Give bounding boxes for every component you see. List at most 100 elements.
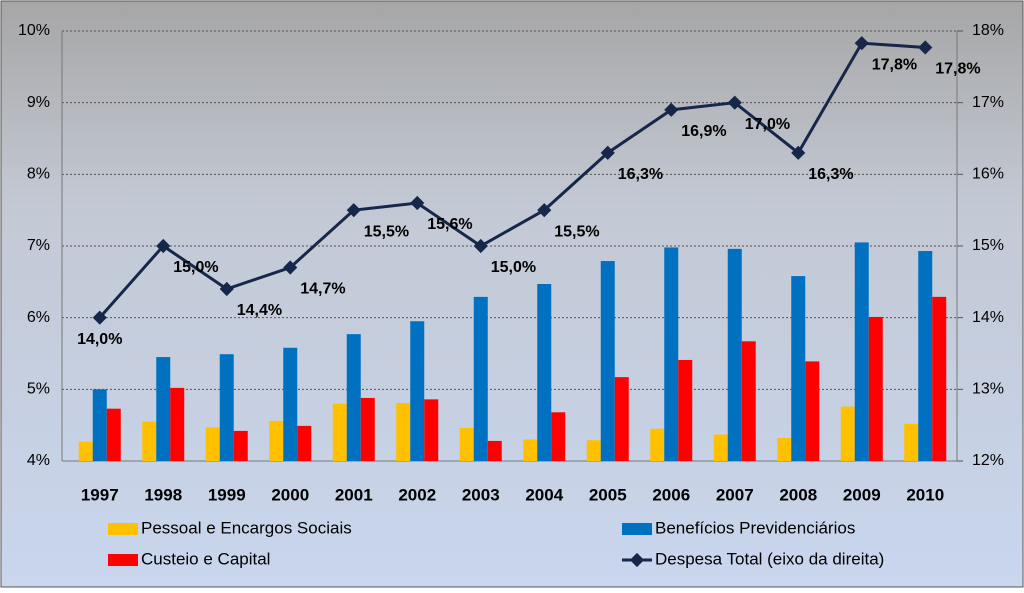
data-label: 16,9% xyxy=(681,123,726,140)
marker xyxy=(92,310,107,325)
bar xyxy=(537,283,552,461)
marker xyxy=(600,145,615,160)
marker xyxy=(854,36,869,51)
data-label: 15,5% xyxy=(364,223,409,240)
bar xyxy=(92,389,107,461)
bar xyxy=(551,412,566,461)
data-label: 14,0% xyxy=(77,331,122,348)
y-tick-label: 8% xyxy=(27,166,50,183)
bar xyxy=(360,397,375,461)
bar xyxy=(473,296,488,461)
marker xyxy=(473,238,488,254)
bar xyxy=(586,440,601,461)
marker xyxy=(219,281,234,297)
bar xyxy=(664,247,679,461)
x-tick-label: 2008 xyxy=(779,485,817,504)
bar xyxy=(487,440,502,461)
bar xyxy=(233,430,248,461)
bar xyxy=(459,428,474,461)
x-tick-label: 2006 xyxy=(652,485,690,504)
data-label: 16,3% xyxy=(808,166,853,183)
data-label: 16,3% xyxy=(618,166,663,183)
y-tick-label: 7% xyxy=(27,237,50,254)
bar xyxy=(904,423,919,461)
bar xyxy=(932,296,947,461)
bar xyxy=(297,425,312,461)
x-tick-label: 1999 xyxy=(208,485,246,504)
y-tick-label: 9% xyxy=(27,94,50,111)
x-tick-label: 1997 xyxy=(81,485,119,504)
bar xyxy=(854,242,869,461)
y2-tick-label: 12% xyxy=(972,452,1004,469)
marker xyxy=(791,145,806,160)
bar xyxy=(106,408,121,461)
bar xyxy=(283,347,298,461)
data-label: 14,7% xyxy=(300,281,345,298)
bar xyxy=(918,251,933,461)
data-label: 17,8% xyxy=(872,56,917,73)
bar xyxy=(678,359,693,461)
y-tick-label: 5% xyxy=(27,381,50,398)
y-tick-label: 4% xyxy=(27,452,50,469)
x-tick-label: 2009 xyxy=(843,485,881,504)
marker xyxy=(727,95,742,110)
bar xyxy=(600,261,615,461)
marker xyxy=(346,203,361,218)
bar xyxy=(840,406,855,461)
marker xyxy=(283,260,298,275)
data-label: 15,6% xyxy=(427,216,472,233)
marker xyxy=(156,238,171,254)
marker xyxy=(664,102,679,117)
bar xyxy=(614,377,629,461)
y2-tick-label: 15% xyxy=(972,237,1004,254)
legend-label: Custeio e Capital xyxy=(141,549,270,568)
data-label: 17,8% xyxy=(935,61,980,78)
data-label: 15,0% xyxy=(491,259,536,276)
legend-swatch xyxy=(108,523,138,535)
x-tick-label: 1998 xyxy=(144,485,182,504)
legend-swatch xyxy=(622,523,652,535)
bar xyxy=(777,438,792,461)
marker xyxy=(410,195,425,211)
bar xyxy=(424,399,439,461)
line xyxy=(98,41,926,319)
bar xyxy=(170,387,185,461)
bar xyxy=(650,428,665,461)
legend-label: Pessoal e Encargos Sociais xyxy=(141,518,352,537)
x-tick-label: 2004 xyxy=(525,485,563,504)
bar xyxy=(523,439,538,461)
bar xyxy=(156,357,171,461)
bar xyxy=(78,441,93,461)
legend-label: Benefícios Previdenciários xyxy=(655,518,855,537)
x-tick-label: 2007 xyxy=(716,485,754,504)
y2-tick-label: 16% xyxy=(972,166,1004,183)
bar xyxy=(741,341,756,461)
x-tick-label: 2010 xyxy=(906,485,944,504)
x-tick-label: 2003 xyxy=(462,485,500,504)
bar xyxy=(205,427,220,461)
bar xyxy=(410,321,425,461)
y-tick-label: 10% xyxy=(18,22,50,39)
bar xyxy=(269,420,284,461)
data-label: 17,0% xyxy=(745,116,790,133)
legend-label: Despesa Total (eixo da direita) xyxy=(655,549,884,568)
bar xyxy=(396,402,411,461)
bar xyxy=(332,403,347,461)
bar xyxy=(219,354,234,461)
bar xyxy=(142,421,157,461)
legend-marker xyxy=(629,552,645,568)
x-tick-label: 2001 xyxy=(335,485,373,504)
legend-swatch xyxy=(108,554,138,566)
bar xyxy=(346,334,361,461)
y2-tick-label: 13% xyxy=(972,381,1004,398)
y-tick-label: 6% xyxy=(27,309,50,326)
bar xyxy=(791,276,806,461)
data-label: 14,4% xyxy=(237,302,282,319)
y2-tick-label: 17% xyxy=(972,94,1004,111)
bar xyxy=(713,434,728,461)
y2-tick-label: 14% xyxy=(972,309,1004,326)
x-tick-label: 2005 xyxy=(589,485,627,504)
x-tick-label: 2000 xyxy=(271,485,309,504)
